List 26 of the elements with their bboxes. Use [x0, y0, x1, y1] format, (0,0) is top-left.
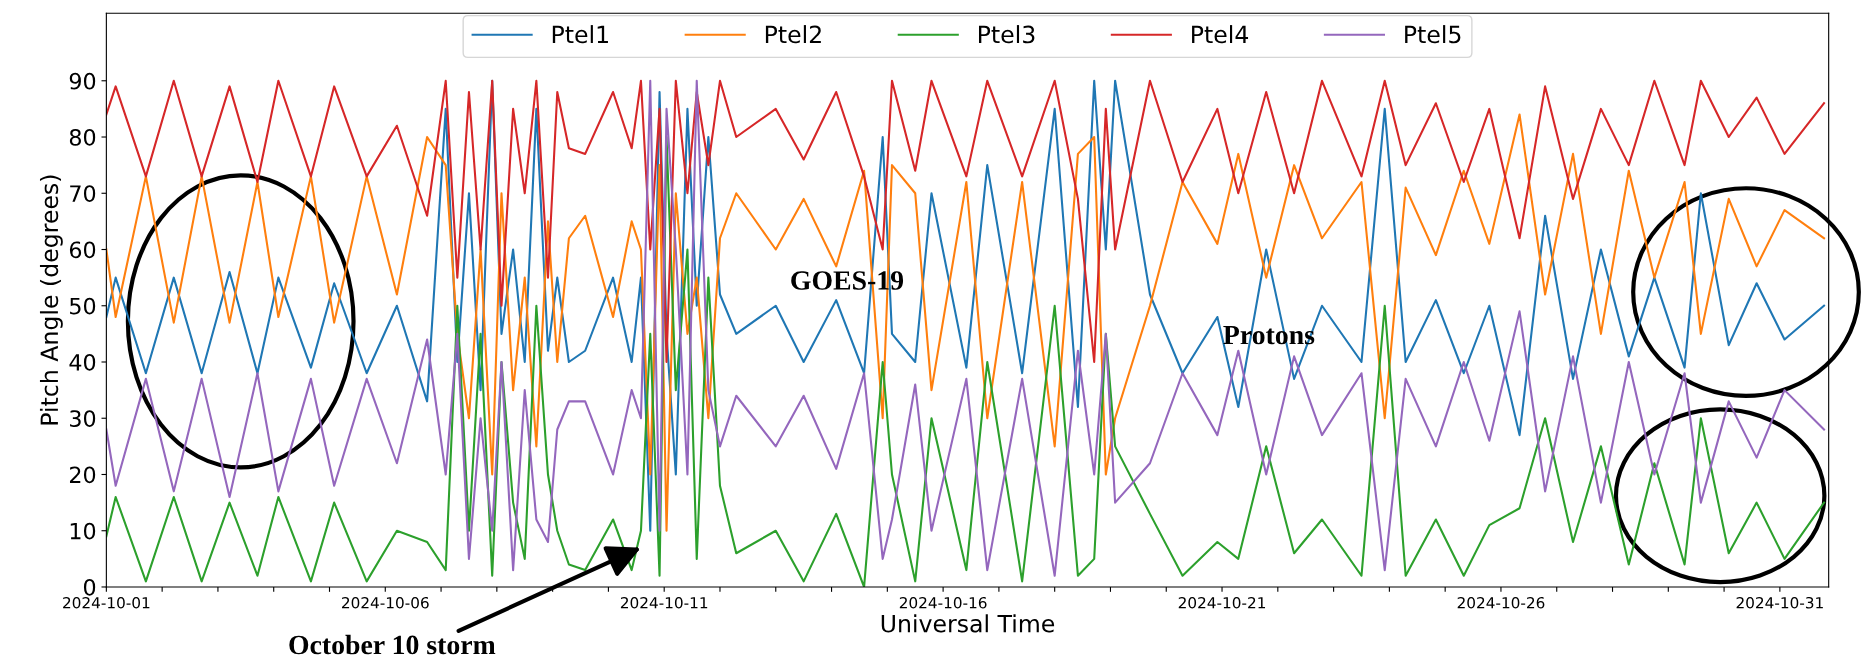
x-tick-label: 2024-10-31 [1736, 596, 1823, 609]
x-tick-label: 2024-10-21 [1178, 596, 1266, 609]
line-series [106, 79, 1826, 364]
x-tick-label: 2024-10-26 [1457, 596, 1545, 609]
y-tick-label: 40 [69, 353, 96, 371]
x-tick-label: 2024-10-11 [620, 596, 708, 609]
legend-label: Ptel2 [765, 25, 821, 44]
y-tick-label: 20 [69, 466, 96, 484]
y-tick-label: 60 [69, 241, 96, 259]
y-tick-label: 50 [70, 297, 96, 315]
legend-label: Ptel1 [552, 25, 608, 44]
y-tick-label: 10 [70, 522, 96, 540]
x-tick-label: 2024-10-16 [899, 596, 987, 609]
y-tick-label: 90 [69, 72, 96, 90]
annotation: October 10 storm [289, 634, 496, 655]
legend-label: Ptel4 [1192, 25, 1249, 44]
x-axis-title: Universal Time [881, 614, 1055, 633]
legend-label: Ptel3 [978, 25, 1035, 44]
x-tick-label: 2024-10-01 [63, 596, 150, 609]
y-tick-label: 80 [69, 128, 96, 146]
x-tick-label: 2024-10-06 [342, 596, 429, 609]
y-tick-label: 70 [70, 185, 96, 203]
y-tick-label: 30 [70, 410, 96, 427]
y-axis-title: Pitch Angle (degrees) [39, 175, 63, 425]
y-tick-label: 0 [83, 578, 96, 596]
legend-label: Ptel5 [1405, 25, 1461, 44]
